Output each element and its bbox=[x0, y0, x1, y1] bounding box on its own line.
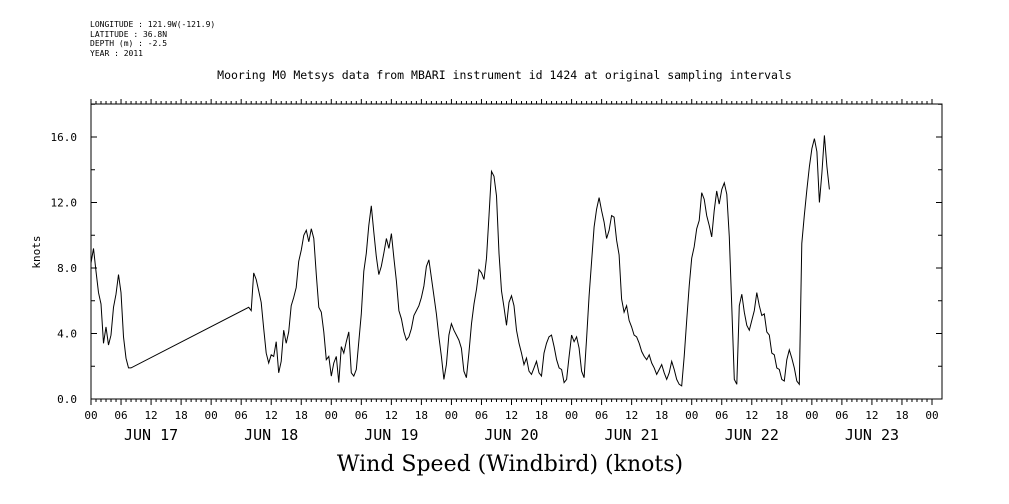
x-tick-label-8: 00 bbox=[325, 409, 338, 422]
plot-frame bbox=[90, 103, 943, 400]
x-tick-label-27: 18 bbox=[895, 409, 908, 422]
x-tick-label-19: 18 bbox=[655, 409, 668, 422]
x-tick-label-23: 18 bbox=[775, 409, 788, 422]
y-tick-label-4: 16.0 bbox=[51, 131, 78, 144]
x-tick-label-5: 06 bbox=[235, 409, 248, 422]
y-tick-label-0: 0.0 bbox=[57, 393, 77, 406]
x-tick-label-2: 12 bbox=[144, 409, 157, 422]
metadata-block: LONGITUDE : 121.9W(-121.9) LATITUDE : 36… bbox=[90, 20, 215, 58]
day-label-0: JUN 17 bbox=[124, 426, 178, 444]
longitude-label: LONGITUDE : 121.9W(-121.9) bbox=[90, 20, 216, 29]
x-tick-label-21: 06 bbox=[715, 409, 728, 422]
y-tick-label-3: 12.0 bbox=[51, 197, 78, 210]
x-tick-label-15: 18 bbox=[535, 409, 548, 422]
x-tick-label-25: 06 bbox=[835, 409, 848, 422]
day-label-2: JUN 19 bbox=[364, 426, 418, 444]
x-axis: 00 06 12 18 00 06 12 18 00 06 12 18 00 06 12 18 00 06 12 18… bbox=[84, 99, 939, 444]
depth-label: DEPTH (m) : -2.5 bbox=[90, 39, 168, 48]
day-label-4: JUN 21 bbox=[605, 426, 659, 444]
x-tick-label-12: 00 bbox=[445, 409, 458, 422]
x-tick-label-3: 18 bbox=[174, 409, 187, 422]
x-tick-label-14: 12 bbox=[505, 409, 518, 422]
chart-title: Mooring M0 Metsys data from MBARI instru… bbox=[217, 68, 792, 82]
day-label-5: JUN 22 bbox=[725, 426, 779, 444]
minor-tick-group bbox=[95, 101, 928, 402]
y-axis-label: knots bbox=[30, 235, 43, 268]
x-tick-label-24: 00 bbox=[805, 409, 818, 422]
x-tick-label-6: 12 bbox=[265, 409, 278, 422]
day-label-6: JUN 23 bbox=[845, 426, 899, 444]
x-tick-label-10: 12 bbox=[385, 409, 398, 422]
x-tick-label-20: 00 bbox=[685, 409, 698, 422]
series-line-wind-speed bbox=[90, 135, 830, 387]
y-tick-label-1: 4.0 bbox=[57, 328, 77, 341]
day-label-1: JUN 18 bbox=[244, 426, 298, 444]
x-tick-label-13: 06 bbox=[475, 409, 488, 422]
x-tick-label-26: 12 bbox=[865, 409, 878, 422]
day-label-3: JUN 20 bbox=[484, 426, 538, 444]
y-axis: 0.0 4.0 8.0 12.0 16.0 bbox=[51, 103, 942, 406]
x-tick-label-18: 12 bbox=[625, 409, 638, 422]
x-tick-label-16: 00 bbox=[565, 409, 578, 422]
x-tick-label-11: 18 bbox=[415, 409, 428, 422]
x-tick-label-17: 06 bbox=[595, 409, 608, 422]
x-tick-label-28: 00 bbox=[925, 409, 938, 422]
x-tick-label-22: 12 bbox=[745, 409, 758, 422]
x-axis-title: Wind Speed (Windbird) (knots) bbox=[336, 452, 684, 477]
y-tick-label-2: 8.0 bbox=[57, 262, 77, 275]
x-tick-label-0: 00 bbox=[84, 409, 97, 422]
x-tick-label-4: 00 bbox=[205, 409, 218, 422]
x-tick-label-1: 06 bbox=[114, 409, 127, 422]
year-label: YEAR : 2011 bbox=[90, 48, 143, 58]
x-tick-label-7: 18 bbox=[295, 409, 308, 422]
x-tick-label-9: 06 bbox=[355, 409, 368, 422]
latitude-label: LATITUDE : 36.8N bbox=[90, 29, 168, 39]
